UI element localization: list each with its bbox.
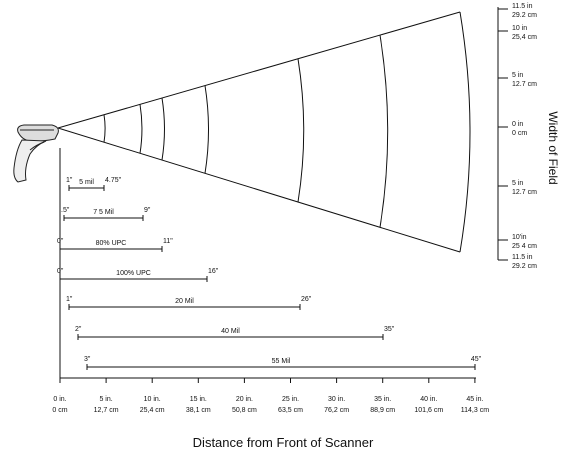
axis-title: Distance from Front of Scanner xyxy=(193,435,374,450)
field-arc xyxy=(297,58,305,203)
distance-in-label: 45 in. xyxy=(466,396,483,403)
scanner-icon xyxy=(13,124,59,183)
width-in-label: 10 in xyxy=(512,25,527,32)
range-end: 11" xyxy=(163,238,173,245)
range-end: 35" xyxy=(384,326,395,333)
range-start: 2" xyxy=(75,326,82,333)
distance-cm-label: 0 cm xyxy=(52,407,67,414)
distance-cm-label: 63,5 cm xyxy=(278,407,303,414)
field-arc xyxy=(161,97,165,161)
range-start: 1" xyxy=(66,296,73,303)
range-start: 0" xyxy=(57,238,64,245)
range-name: 20 Mil xyxy=(175,298,194,305)
range-start: .5" xyxy=(61,207,70,214)
width-cm-label: 29.2 cm xyxy=(512,12,537,19)
width-in-label: 10'in xyxy=(512,234,527,241)
width-cm-label: 25,4 cm xyxy=(512,34,537,41)
range-name: 80% UPC xyxy=(96,240,127,247)
range-end: 26" xyxy=(301,296,312,303)
distance-cm-label: 88,9 cm xyxy=(370,407,395,414)
distance-in-label: 25 in. xyxy=(282,396,299,403)
width-cm-label: 0 cm xyxy=(512,130,527,137)
width-in-label: 11.5 in xyxy=(512,254,533,261)
range-start: 3" xyxy=(84,356,91,363)
range-name: 7 5 Mil xyxy=(93,209,114,216)
distance-cm-label: 76,2 cm xyxy=(324,407,349,414)
field-arc xyxy=(103,114,106,143)
range-start: 0" xyxy=(57,268,64,275)
range-end: 45" xyxy=(471,356,482,363)
range-name: 5 mil xyxy=(79,179,94,186)
range-end: 16" xyxy=(208,268,219,275)
distance-in-label: 0 in. xyxy=(53,396,66,403)
distance-in-label: 20 in. xyxy=(236,396,253,403)
width-cm-label: 12.7 cm xyxy=(512,81,537,88)
scan-cone xyxy=(57,11,461,253)
width-in-label: 5 in xyxy=(512,72,523,79)
field-boundary xyxy=(459,11,471,253)
field-arc xyxy=(204,85,210,174)
range-end: 9" xyxy=(144,207,151,214)
distance-in-label: 30 in. xyxy=(328,396,345,403)
range-name: 40 Mil xyxy=(221,328,240,335)
distance-cm-label: 25,4 cm xyxy=(140,407,165,414)
distance-in-label: 5 in. xyxy=(99,396,112,403)
distance-cm-label: 101,6 cm xyxy=(414,407,443,414)
width-in-label: 5 in xyxy=(512,180,523,187)
distance-in-label: 10 in. xyxy=(144,396,161,403)
width-cm-label: 12.7 cm xyxy=(512,189,537,196)
distance-in-label: 35 in. xyxy=(374,396,391,403)
distance-cm-label: 38,1 cm xyxy=(186,407,211,414)
range-name: 55 Mil xyxy=(272,358,291,365)
distance-in-label: 40 in. xyxy=(420,396,437,403)
field-arc xyxy=(379,35,389,228)
range-name: 100% UPC xyxy=(116,270,151,277)
range-start: 1" xyxy=(66,177,73,184)
distance-cm-label: 50,8 cm xyxy=(232,407,257,414)
width-cm-label: 25 4 cm xyxy=(512,243,537,250)
distance-cm-label: 12,7 cm xyxy=(94,407,119,414)
field-arc xyxy=(139,104,143,154)
width-in-label: 0 in xyxy=(512,121,523,128)
width-in-label: 11.5 in xyxy=(512,3,533,10)
distance-in-label: 15 in. xyxy=(190,396,207,403)
range-end: 4.75" xyxy=(105,177,122,184)
width-cm-label: 29.2 cm xyxy=(512,263,537,270)
distance-cm-label: 114,3 cm xyxy=(461,407,489,414)
side-title: Width of Field xyxy=(546,111,560,184)
